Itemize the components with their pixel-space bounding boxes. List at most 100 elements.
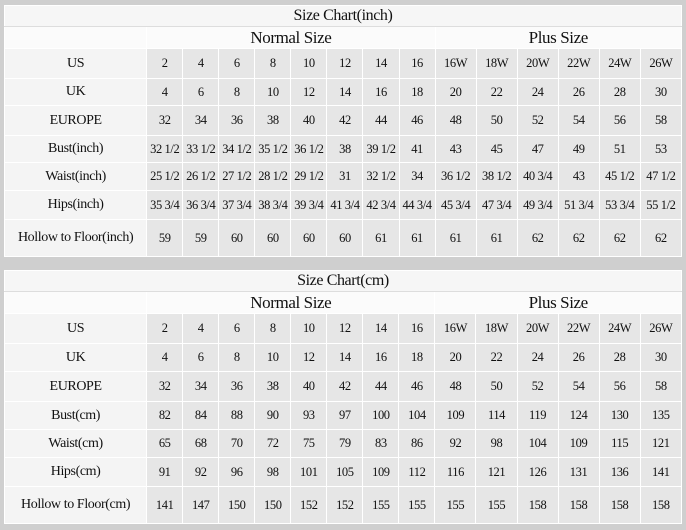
size-cell: 150: [218, 486, 256, 524]
size-cell: 100: [362, 401, 400, 430]
size-cell: 43: [434, 135, 477, 163]
size-cell: 104: [398, 401, 436, 430]
size-table: Size Chart(cm) Normal Size Plus Size US 2 4 6 8…: [3, 270, 683, 524]
size-cell: 38: [326, 135, 364, 163]
size-cell: 97: [326, 401, 364, 430]
size-cell: 4: [182, 313, 220, 344]
size-cell: 34: [182, 371, 220, 402]
row-label: Bust(cm): [3, 401, 148, 430]
size-cell: 8: [218, 343, 256, 372]
size-cell: 29 1/2: [290, 162, 328, 191]
size-cell: 98: [254, 457, 292, 487]
table-row: Waist(cm) 65 68 70 72 75 79 83 86 92 98 104 109 115 12…: [3, 429, 683, 458]
size-cell: 26W: [639, 48, 683, 79]
size-cell: 36 3/4: [182, 190, 220, 220]
size-cell: 16W: [434, 48, 477, 79]
size-cell: 124: [557, 401, 600, 430]
size-cell: 40 3/4: [516, 162, 559, 191]
size-cell: 155: [434, 486, 477, 524]
size-cell: 34: [398, 162, 436, 191]
size-cell: 6: [218, 313, 256, 344]
size-cell: 109: [557, 429, 600, 458]
size-cell: 62: [598, 219, 641, 257]
size-cell: 2: [146, 48, 184, 79]
size-cell: 12: [326, 313, 364, 344]
size-cell: 38: [254, 371, 292, 402]
size-cell: 26W: [639, 313, 683, 344]
size-cell: 88: [218, 401, 256, 430]
size-cell: 51: [598, 135, 641, 163]
title-row: Size Chart(inch): [4, 5, 682, 27]
size-cell: 104: [516, 429, 559, 458]
size-cell: 10: [290, 313, 328, 344]
table-row: Bust(cm) 82 84 88 90 93 97 100 104 109 114 119 124 13…: [3, 401, 683, 430]
row-label: US: [3, 48, 148, 79]
size-cell: 135: [639, 401, 683, 430]
size-cell: 47: [516, 135, 559, 163]
size-cell: 36 1/2: [290, 135, 328, 163]
normal-size-header: Normal Size: [146, 291, 436, 314]
size-cell: 39 1/2: [362, 135, 400, 163]
size-cell: 54: [557, 105, 600, 136]
size-cell: 6: [182, 343, 220, 372]
size-cell: 45 1/2: [598, 162, 641, 191]
size-cell: 35 1/2: [254, 135, 292, 163]
size-cell: 83: [362, 429, 400, 458]
size-cell: 61: [475, 219, 518, 257]
size-cell: 39 3/4: [290, 190, 328, 220]
size-cell: 6: [182, 78, 220, 106]
table-row: Hollow to Floor(inch) 59 59 60 60 60 60 61 61 61 6…: [3, 219, 683, 257]
row-label: Waist(inch): [3, 162, 148, 191]
size-cell: 60: [254, 219, 292, 257]
size-cell: 45: [475, 135, 518, 163]
size-cell: 40: [290, 371, 328, 402]
size-cell: 114: [475, 401, 518, 430]
size-cell: 41 3/4: [326, 190, 364, 220]
size-cell: 70: [218, 429, 256, 458]
size-cell: 37 3/4: [218, 190, 256, 220]
normal-size-header: Normal Size: [146, 26, 436, 49]
size-cell: 12: [290, 343, 328, 372]
size-cell: 126: [516, 457, 559, 487]
row-label: Hollow to Floor(inch): [3, 219, 148, 257]
size-cell: 16: [398, 313, 436, 344]
size-cell: 24: [516, 343, 559, 372]
size-cell: 4: [182, 48, 220, 79]
size-cell: 40: [290, 105, 328, 136]
size-cell: 24W: [598, 313, 641, 344]
size-cell: 26: [557, 78, 600, 106]
size-cell: 20W: [516, 48, 559, 79]
size-cell: 38 3/4: [254, 190, 292, 220]
size-cell: 12: [290, 78, 328, 106]
size-cell: 116: [434, 457, 477, 487]
size-cell: 14: [362, 48, 400, 79]
table-row: US 2 4 6 8 10 12 14 16 16W 18W 20W 22W 24W 26W: [3, 313, 683, 344]
size-cell: 55 1/2: [639, 190, 683, 220]
size-cell: 14: [326, 343, 364, 372]
size-cell: 119: [516, 401, 559, 430]
size-cell: 60: [218, 219, 256, 257]
size-cell: 10: [254, 78, 292, 106]
size-cell: 16: [398, 48, 436, 79]
size-cell: 42 3/4: [362, 190, 400, 220]
size-cell: 43: [557, 162, 600, 191]
size-cell: 28: [598, 78, 641, 106]
size-cell: 52: [516, 105, 559, 136]
size-cell: 56: [598, 105, 641, 136]
table-row: Waist(inch) 25 1/2 26 1/2 27 1/2 28 1/2 29 1/…: [3, 162, 683, 191]
size-cell: 86: [398, 429, 436, 458]
chart-title: Size Chart(inch): [4, 5, 682, 27]
size-cell: 18W: [475, 313, 518, 344]
size-cell: 20: [434, 78, 477, 106]
size-cell: 49: [557, 135, 600, 163]
size-cell: 26: [557, 343, 600, 372]
size-cell: 30: [639, 343, 683, 372]
size-cell: 61: [434, 219, 477, 257]
size-cell: 93: [290, 401, 328, 430]
table-row: US 2 4 6 8 10 12 14 16 16W 18W 20W 22W 24W 26W: [3, 48, 683, 79]
chart-title: Size Chart(cm): [4, 270, 682, 292]
size-cell: 16: [362, 78, 400, 106]
size-cell: 32: [146, 105, 184, 136]
size-cell: 48: [434, 371, 477, 402]
size-cell: 48: [434, 105, 477, 136]
